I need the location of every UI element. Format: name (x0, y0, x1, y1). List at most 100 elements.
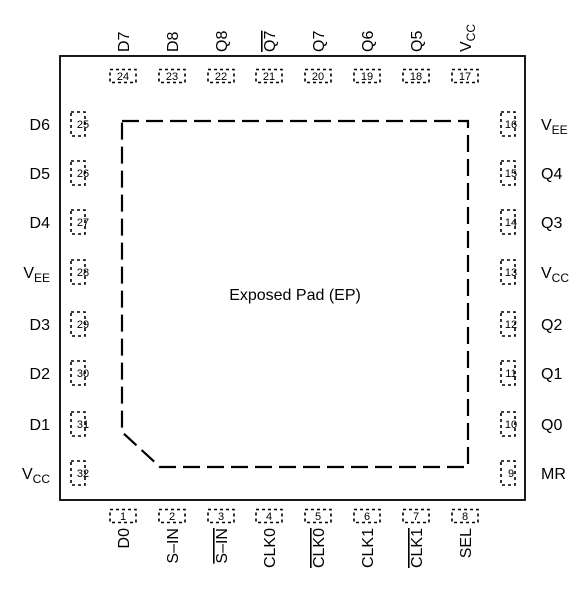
pin-pad-9 (500, 460, 516, 486)
pin-pad-5 (304, 508, 332, 524)
pin-label-21: Q7 (262, 31, 279, 52)
pin-pad-26 (70, 160, 86, 186)
pin-label-32-subscript: CC (33, 472, 51, 486)
pin-label-28: VEE (23, 265, 50, 285)
pin-label-17-subscript: CC (464, 24, 478, 42)
pin-label-26: D5 (30, 166, 51, 183)
pin-label-7: CLK1 (409, 528, 426, 568)
pin-number-12: 12 (505, 319, 517, 331)
pin-pad-8 (451, 508, 479, 524)
pin-number-23: 23 (166, 71, 178, 83)
pin-pad-11 (500, 360, 516, 386)
pin-label-13: VCC (541, 265, 569, 285)
pin-pad-19 (353, 68, 381, 84)
pin-pad-21 (255, 68, 283, 84)
pin-label-25: D6 (30, 117, 51, 134)
pin-number-8: 8 (462, 511, 468, 523)
pin-label-8: SEL (458, 528, 475, 558)
pin-label-12: Q2 (541, 317, 562, 334)
pin-pad-23 (158, 68, 186, 84)
pin-number-5: 5 (315, 511, 321, 523)
pin-pad-20 (304, 68, 332, 84)
pin-number-3: 3 (218, 511, 224, 523)
pin-number-7: 7 (413, 511, 419, 523)
pin-pad-1 (109, 508, 137, 524)
pin-label-19: Q6 (360, 31, 377, 52)
pin-pad-10 (500, 411, 516, 437)
pin-pad-7 (402, 508, 430, 524)
exposed-pad-label: Exposed Pad (EP) (229, 287, 361, 304)
pin-number-4: 4 (266, 511, 272, 523)
pin-label-32: VCC (22, 466, 50, 486)
pin-label-18: Q5 (409, 31, 426, 52)
pin-label-2: S–IN (165, 528, 182, 564)
pin-pad-22 (207, 68, 235, 84)
pin-label-17-base: V (458, 41, 475, 52)
pin-label-28-subscript: EE (34, 271, 50, 285)
pin-number-19: 19 (361, 71, 373, 83)
pin-label-29: D3 (30, 317, 51, 334)
pin-label-24: D7 (116, 31, 133, 52)
pin-pad-4 (255, 508, 283, 524)
pin-pad-6 (353, 508, 381, 524)
pin-number-21: 21 (263, 71, 275, 83)
pin-pad-13 (500, 259, 516, 285)
pin-label-13-subscript: CC (552, 271, 570, 285)
pin-number-29: 29 (77, 319, 89, 331)
pin-label-3: S–IN (214, 528, 231, 564)
pin-number-18: 18 (410, 71, 422, 83)
pin-label-32-base: V (22, 466, 33, 483)
pin-number-6: 6 (364, 511, 370, 523)
pin-number-22: 22 (215, 71, 227, 83)
pin-pad-3 (207, 508, 235, 524)
pin-pad-16 (500, 111, 516, 137)
pin-number-30: 30 (77, 368, 89, 380)
pin-pad-32 (70, 460, 86, 486)
pin-number-17: 17 (459, 71, 471, 83)
pin-pad-12 (500, 311, 516, 337)
pin-label-16: VEE (541, 117, 568, 137)
pin-pad-28 (70, 259, 86, 285)
pin-label-6: CLK1 (360, 528, 377, 568)
pin-number-1: 1 (120, 511, 126, 523)
pin-number-32: 32 (77, 468, 89, 480)
pin-label-30: D2 (30, 366, 51, 383)
pin-number-24: 24 (117, 71, 129, 83)
pin-label-17: VCC (458, 24, 478, 52)
pin-pad-30 (70, 360, 86, 386)
exposed-pad-outline (120, 119, 470, 469)
pin-number-2: 2 (169, 511, 175, 523)
pin-pad-24 (109, 68, 137, 84)
pin-number-9: 9 (508, 468, 514, 480)
pin-label-11: Q1 (541, 366, 562, 383)
pin-label-20: Q7 (311, 31, 328, 52)
pin-number-26: 26 (77, 168, 89, 180)
pin-label-23: D8 (165, 31, 182, 52)
pin-label-14: Q3 (541, 215, 562, 232)
pin-pad-18 (402, 68, 430, 84)
pin-label-1: D0 (116, 528, 133, 549)
pin-number-20: 20 (312, 71, 324, 83)
pin-number-27: 27 (77, 217, 89, 229)
pin-label-27: D4 (30, 215, 51, 232)
pin-number-16: 16 (505, 119, 517, 131)
pin-pad-2 (158, 508, 186, 524)
pin-label-15: Q4 (541, 166, 562, 183)
pin-number-28: 28 (77, 267, 89, 279)
pin-label-5: CLK0 (311, 528, 328, 568)
pin-pad-25 (70, 111, 86, 137)
pin-number-13: 13 (505, 267, 517, 279)
pin-label-4: CLK0 (262, 528, 279, 568)
pin-number-10: 10 (505, 419, 517, 431)
pin-pad-14 (500, 209, 516, 235)
pin-pad-29 (70, 311, 86, 337)
pin-label-28-base: V (23, 265, 34, 282)
pin-label-31: D1 (30, 417, 51, 434)
pin-label-16-subscript: EE (552, 123, 568, 137)
pin-label-10: Q0 (541, 417, 562, 434)
pin-pad-15 (500, 160, 516, 186)
pin-pad-31 (70, 411, 86, 437)
pin-label-9: MR (541, 466, 566, 483)
pin-pad-27 (70, 209, 86, 235)
